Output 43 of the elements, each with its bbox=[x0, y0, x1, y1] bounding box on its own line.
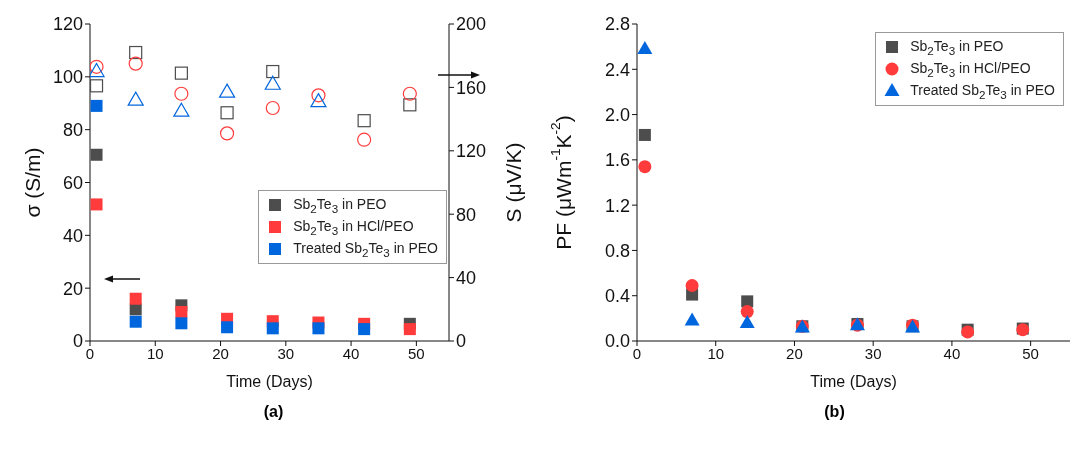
x-tick-label: 40 bbox=[342, 344, 360, 362]
legend-label: Sb$_{2}$Te$_{3}$ in HCl/PEO bbox=[910, 59, 1031, 79]
y-tick-label: 100 bbox=[52, 67, 83, 88]
y-axis-title: σ (S/m) bbox=[20, 147, 44, 218]
y-tick-label: 0.4 bbox=[604, 286, 630, 307]
x-axis-title: Time (Days) bbox=[226, 372, 313, 390]
x-tick-label: 20 bbox=[212, 344, 229, 362]
y-tick-label: 20 bbox=[62, 278, 83, 299]
legend-label: Treated Sb$_{2}$Te$_{3}$ in PEO bbox=[910, 81, 1055, 101]
x-tick-label: 20 bbox=[786, 344, 803, 362]
x-tick-label: 40 bbox=[943, 344, 961, 362]
y-tick-label: 1.2 bbox=[604, 195, 630, 216]
y2-tick-label: 160 bbox=[456, 77, 487, 98]
x-tick-label: 30 bbox=[864, 344, 882, 362]
x-tick-label: 10 bbox=[146, 344, 164, 362]
x-tick-label: 50 bbox=[1022, 344, 1039, 362]
y2-axis-title: S (μV/K) bbox=[501, 142, 525, 223]
y-tick-label: 2.8 bbox=[604, 14, 630, 35]
x-tick-label: 10 bbox=[707, 344, 725, 362]
x-tick-label: 30 bbox=[277, 344, 295, 362]
y2-tick-label: 40 bbox=[456, 267, 477, 288]
y2-tick-label: 120 bbox=[456, 141, 487, 162]
y-tick-label: 80 bbox=[62, 120, 83, 141]
legend-label: Sb$_{2}$Te$_{3}$ in HCl/PEO bbox=[293, 217, 414, 237]
y-tick-label: 2.0 bbox=[604, 104, 630, 125]
legend-label: Treated Sb$_{2}$Te$_{3}$ in PEO bbox=[293, 239, 438, 259]
text: (a) bbox=[262, 403, 285, 421]
y-tick-label: 0.8 bbox=[604, 240, 630, 261]
y-tick-label: 120 bbox=[52, 14, 83, 35]
y-tick-label: 2.4 bbox=[604, 59, 630, 80]
y-tick-label: 0.0 bbox=[604, 331, 630, 352]
x-tick-label: 0 bbox=[85, 344, 95, 362]
y-tick-label: 1.6 bbox=[604, 150, 630, 171]
x-tick-label: 0 bbox=[632, 344, 642, 362]
legend-label: Sb$_{2}$Te$_{3}$ in PEO bbox=[293, 195, 387, 215]
text: (b) bbox=[823, 403, 846, 421]
y-tick-label: 60 bbox=[62, 172, 83, 193]
y2-tick-label: 200 bbox=[456, 14, 487, 35]
y2-tick-label: 80 bbox=[456, 204, 477, 225]
x-tick-label: 50 bbox=[408, 344, 425, 362]
legend-label: Sb$_{2}$Te$_{3}$ in PEO bbox=[910, 37, 1004, 57]
y-tick-label: 40 bbox=[62, 225, 83, 246]
x-axis-title: Time (Days) bbox=[810, 372, 897, 390]
